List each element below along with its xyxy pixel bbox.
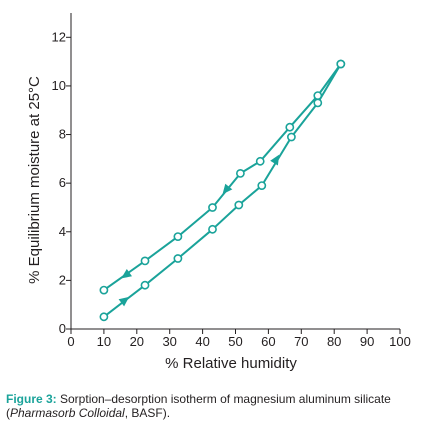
desorption-point [99,285,109,295]
axes: 0 10 20 30 40 50 60 70 80 90 100 0 2 4 6 8 10 12 [52,13,411,349]
sorption-point [140,280,150,290]
y-tick-label: 2 [59,272,66,287]
desorption-point [255,156,265,166]
caption-open-paren: ( [6,406,10,420]
x-tick-label: 10 [97,334,111,349]
desorption-point [173,232,183,241]
desorption-point [313,91,323,100]
x-tick-label: 70 [294,334,308,349]
y-axis-title: % Equilibrium moisture at 25°C [26,76,43,284]
y-tick-label: 0 [59,321,66,336]
x-tick-label: 30 [162,334,176,349]
sorption-point [173,254,183,263]
sorption-arrow-icon [270,154,280,166]
sorption-line [103,63,342,318]
y-tick-label: 4 [59,224,66,239]
isotherm-chart: 0 10 20 30 40 50 60 70 80 90 100 0 2 4 6 8 10 12 % Relati… [26,13,411,372]
desorption-point [336,59,346,69]
x-tick-label: 0 [67,334,74,349]
x-tick-label: 90 [360,334,374,349]
sorption-point [286,132,296,142]
desorption-arrow-icon [222,183,233,195]
desorption-point [285,122,295,132]
y-tick-label: 10 [52,78,66,93]
desorption-line [103,63,342,291]
y-tick-label: 8 [59,127,66,142]
caption-close: , BASF). [124,406,171,420]
x-tick-label: 60 [261,334,275,349]
figure-caption: Figure 3: Sorption–desorption isotherm o… [6,392,424,420]
x-tick-label: 80 [327,334,341,349]
x-tick-label: 20 [130,334,144,349]
sorption-point [257,181,267,190]
y-tick-label: 12 [52,29,66,44]
desorption-point [208,203,217,212]
data-points [99,59,346,322]
sorption-point [313,98,323,108]
direction-arrows [118,154,280,307]
desorption-point [140,256,150,266]
desorption-point [235,168,245,178]
x-axis-title: % Relative humidity [165,355,297,372]
x-tick-label: 100 [389,334,411,349]
caption-product-name: Pharmasorb Colloidal [10,406,125,420]
series-lines [103,63,342,318]
figure-label: Figure 3: [6,392,57,406]
x-tick-label: 40 [195,334,209,349]
desorption-arrow-icon [121,269,132,279]
sorption-point [208,224,217,234]
sorption-point [99,312,109,322]
y-tick-label: 6 [59,175,66,190]
sorption-arrow-icon [118,296,130,307]
caption-text-line1: Sorption–desorption isotherm of magnesiu… [56,392,391,406]
x-tick-label: 50 [228,334,242,349]
sorption-point [234,200,244,210]
